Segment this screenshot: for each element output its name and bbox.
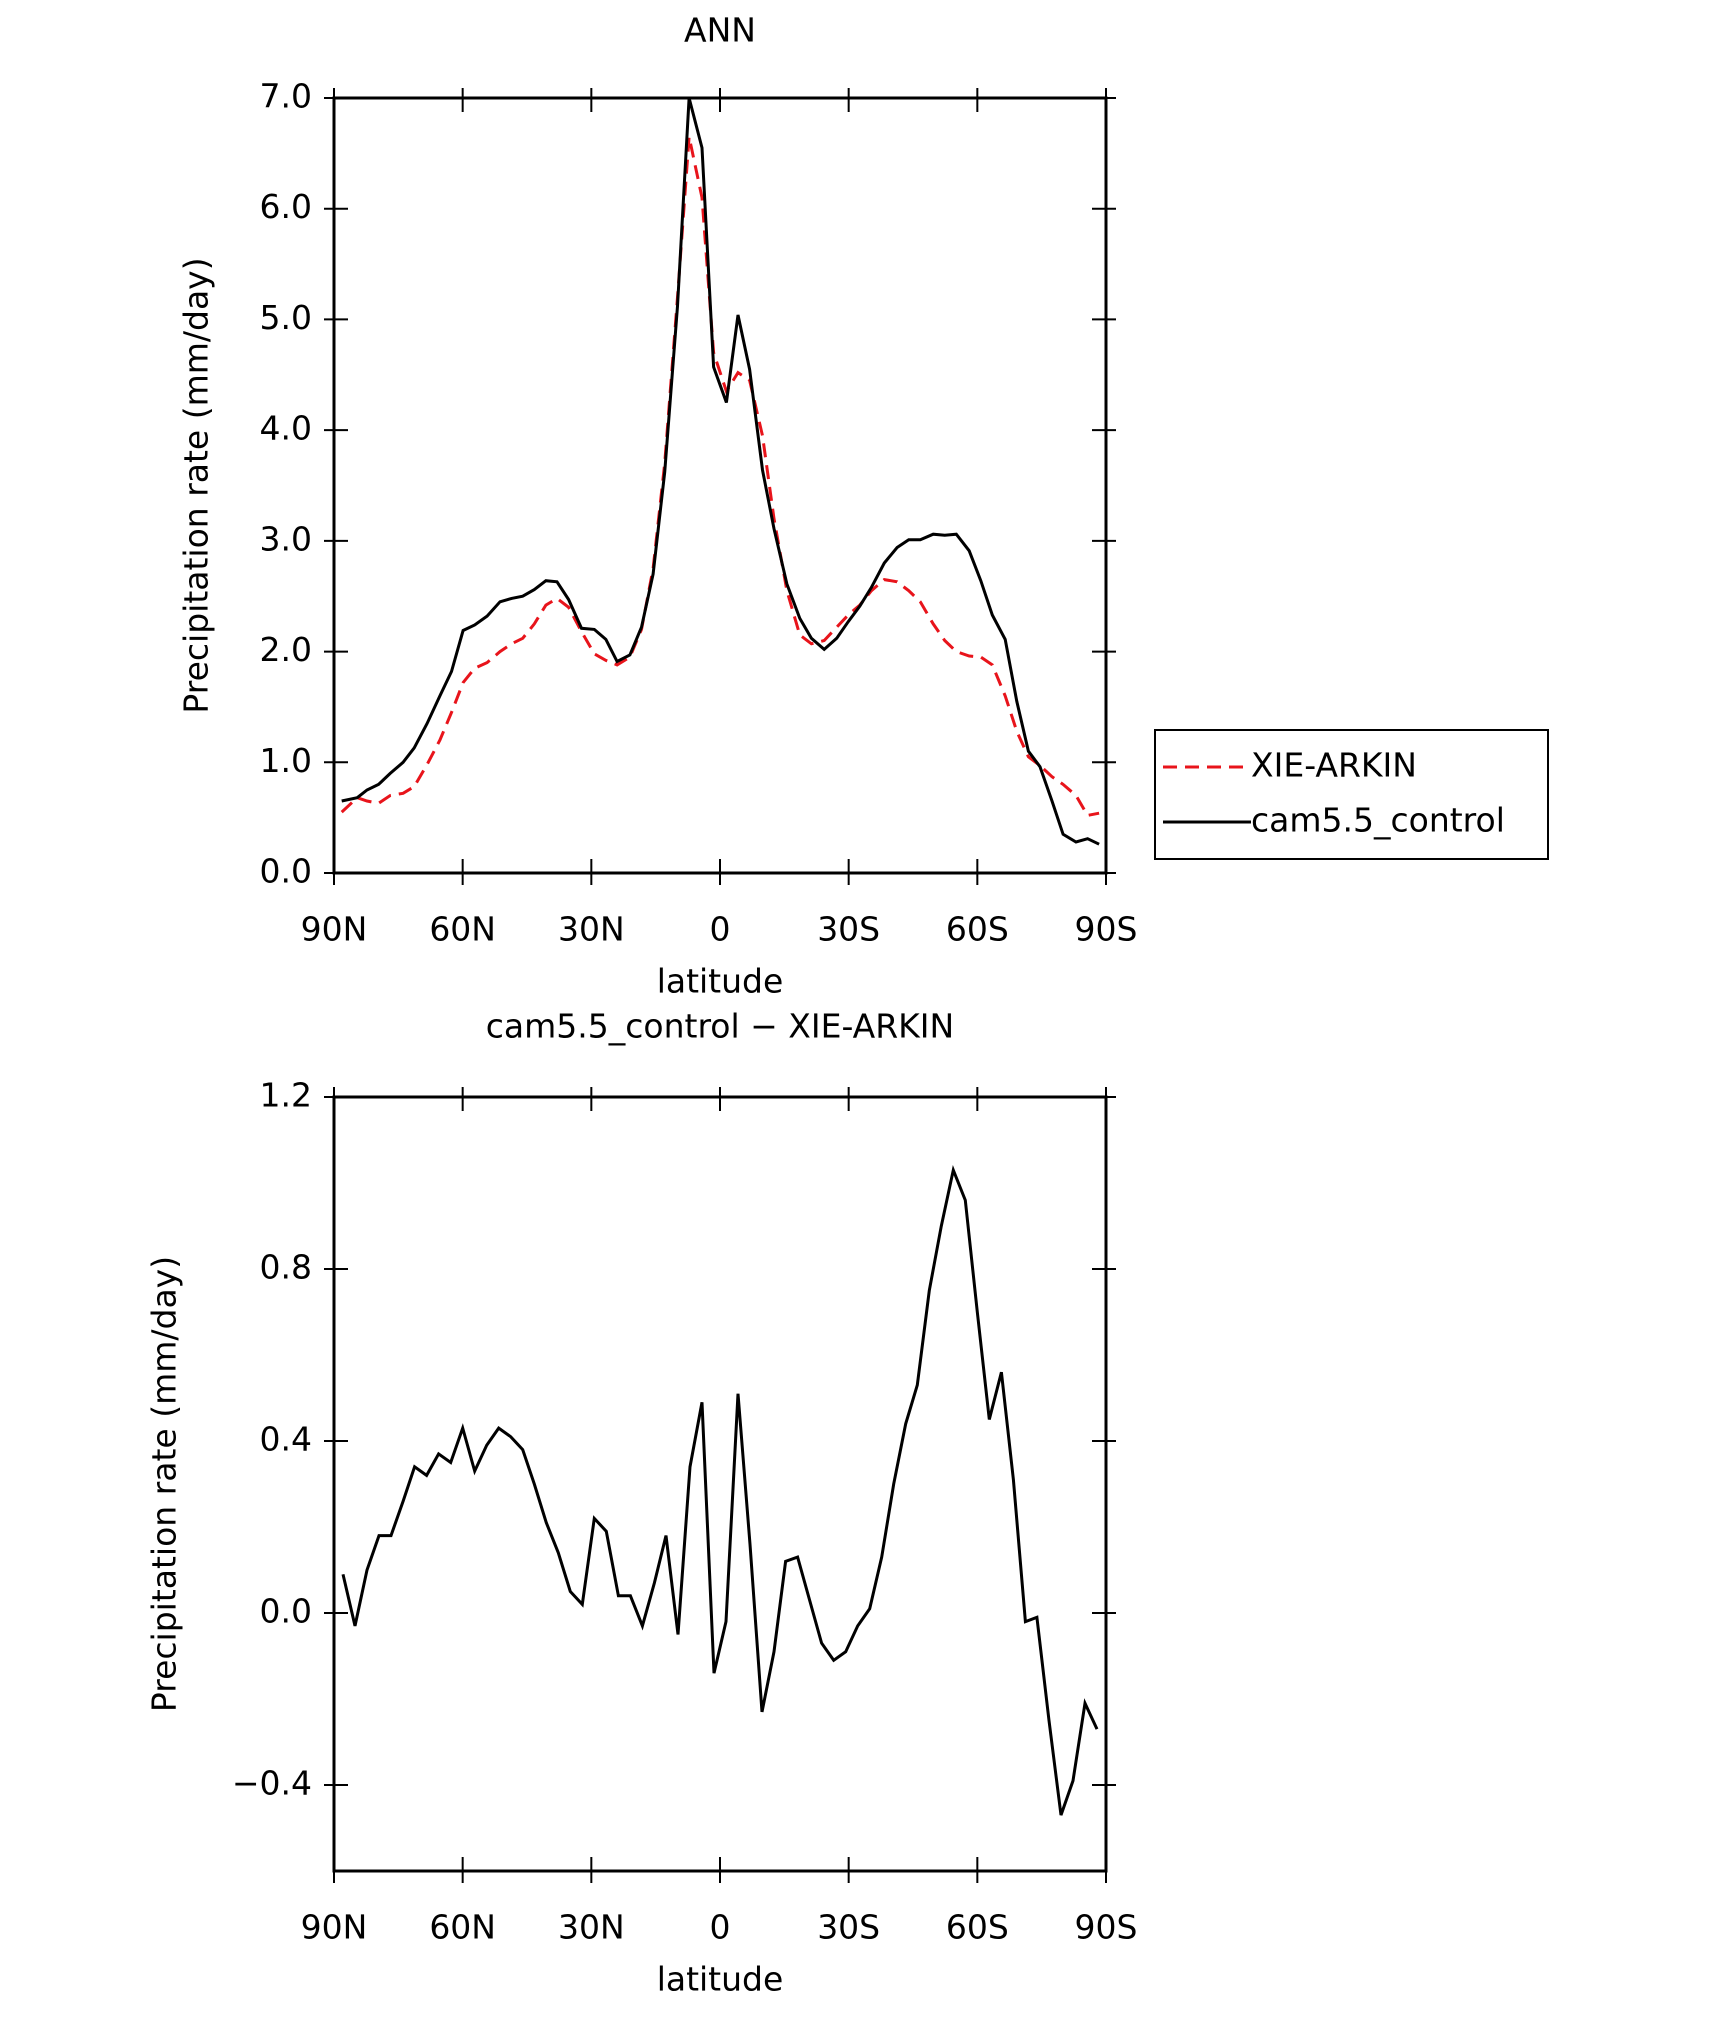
data-line — [340, 136, 1100, 818]
y-tick-label: 5.0 — [260, 298, 312, 337]
plot-frame — [332, 1095, 1108, 1873]
y-axis-label: Precipitation rate (mm/day) — [145, 1256, 184, 1712]
y-tick-label: 0.0 — [260, 1592, 312, 1631]
y-tick-label: 0.0 — [260, 852, 312, 891]
legend-label: XIE-ARKIN — [1251, 746, 1417, 785]
legend-box — [1154, 729, 1549, 860]
chart-title: cam5.5_control − XIE-ARKIN — [486, 1007, 954, 1046]
x-axis-label: latitude — [657, 1960, 784, 1999]
y-tick-label: −0.4 — [232, 1764, 312, 1803]
x-tick-label: 60S — [946, 1908, 1009, 1947]
plot-frame — [332, 96, 1108, 875]
x-axis-label: latitude — [657, 962, 784, 1001]
x-tick-label: 60N — [429, 910, 496, 949]
x-tick-label: 90S — [1075, 1908, 1138, 1947]
x-tick-label: 90N — [301, 1908, 368, 1947]
y-tick-label: 6.0 — [260, 187, 312, 226]
y-tick-label: 2.0 — [260, 630, 312, 669]
x-tick-label: 30S — [817, 910, 880, 949]
x-tick-label: 60N — [429, 1908, 496, 1947]
x-tick-label: 60S — [946, 910, 1009, 949]
chart-title: ANN — [684, 11, 756, 50]
data-line — [341, 1164, 1099, 1816]
x-tick-label: 90N — [301, 910, 368, 949]
x-tick-label: 30N — [558, 910, 625, 949]
y-tick-label: 0.8 — [260, 1248, 312, 1287]
y-tick-label: 7.0 — [260, 77, 312, 116]
legend-label: cam5.5_control — [1251, 801, 1505, 840]
data-line — [341, 97, 1100, 846]
y-tick-label: 4.0 — [260, 409, 312, 448]
y-tick-label: 1.2 — [260, 1076, 312, 1115]
y-tick-label: 1.0 — [260, 741, 312, 780]
x-tick-label: 0 — [710, 910, 731, 949]
x-tick-label: 90S — [1075, 910, 1138, 949]
y-axis-label: Precipitation rate (mm/day) — [177, 257, 216, 713]
y-tick-label: 0.4 — [260, 1420, 312, 1459]
x-tick-label: 0 — [710, 1908, 731, 1947]
x-tick-label: 30N — [558, 1908, 625, 1947]
y-tick-label: 3.0 — [260, 519, 312, 558]
x-tick-label: 30S — [817, 1908, 880, 1947]
